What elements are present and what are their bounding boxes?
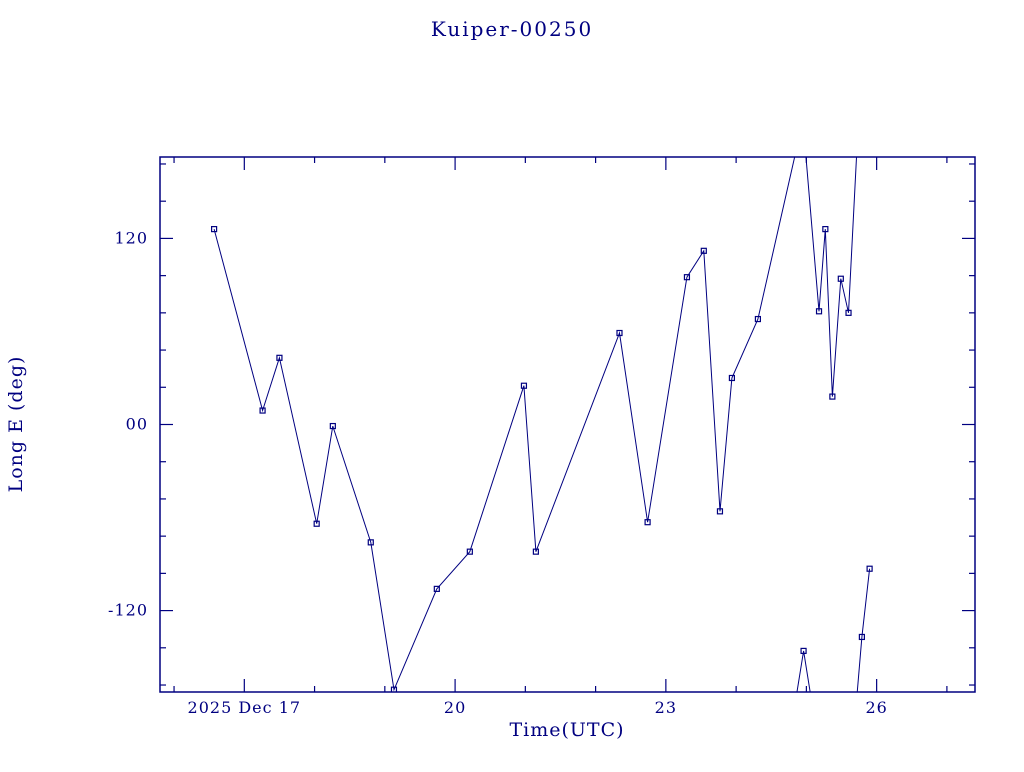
y-tick-label: -120 <box>108 601 148 620</box>
data-point-marker <box>433 585 440 592</box>
data-point-marker <box>329 422 336 430</box>
data-point-marker <box>822 226 829 233</box>
data-point-marker <box>815 308 823 315</box>
x-tick-label: 26 <box>865 698 887 717</box>
data-point-marker <box>683 274 691 281</box>
data-point-marker <box>390 686 398 692</box>
data-point-marker <box>466 548 473 555</box>
data-point-marker <box>837 275 844 282</box>
data-point-marker <box>210 226 218 233</box>
y-axis-label: Long E (deg) <box>5 356 27 493</box>
axis-ticks <box>160 157 975 692</box>
data-polyline <box>856 568 871 692</box>
data-point-marker <box>829 393 836 400</box>
data-polyline <box>796 650 811 692</box>
data-point-marker <box>800 647 807 655</box>
x-tick-label: 20 <box>444 698 466 717</box>
data-point-marker <box>616 329 623 337</box>
chart-title: Kuiper-00250 <box>431 17 593 41</box>
x-tick-label: 2025 Dec 17 <box>188 698 302 717</box>
data-point-marker <box>644 519 651 526</box>
data-point-marker <box>728 374 736 382</box>
data-point-marker <box>532 548 539 555</box>
data-point-marker <box>754 315 762 323</box>
data-point-marker <box>520 382 528 389</box>
data-series <box>210 157 873 692</box>
data-point-marker <box>276 354 283 361</box>
data-point-marker <box>858 633 865 641</box>
data-point-marker <box>700 247 707 254</box>
axis-tick-labels: 2025 Dec 17 20 23 26 -120 00 120 <box>108 228 887 717</box>
data-point-marker <box>716 508 724 515</box>
y-tick-label: 00 <box>126 415 148 434</box>
data-polyline <box>213 157 858 692</box>
y-tick-label: 120 <box>114 228 148 247</box>
data-point-marker <box>313 520 320 527</box>
x-axis-label: Time(UTC) <box>509 719 624 741</box>
data-point-marker <box>845 309 852 316</box>
data-point-marker <box>367 539 374 546</box>
data-point-marker <box>259 407 266 414</box>
data-point-marker <box>866 565 873 572</box>
x-tick-label: 23 <box>655 698 677 717</box>
